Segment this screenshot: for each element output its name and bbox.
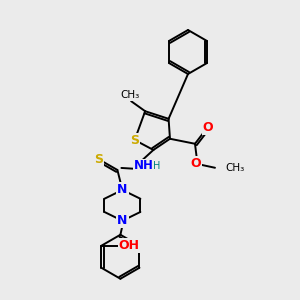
Text: CH₃: CH₃ [225, 163, 244, 173]
Text: S: S [94, 154, 103, 166]
Text: N: N [117, 184, 128, 196]
Text: CH₃: CH₃ [121, 90, 140, 100]
Text: H: H [153, 161, 160, 171]
Text: N: N [117, 214, 128, 227]
Text: S: S [130, 134, 139, 146]
Text: O: O [203, 121, 213, 134]
Text: OH: OH [119, 239, 140, 252]
Text: NH: NH [134, 160, 153, 172]
Text: O: O [191, 157, 201, 170]
